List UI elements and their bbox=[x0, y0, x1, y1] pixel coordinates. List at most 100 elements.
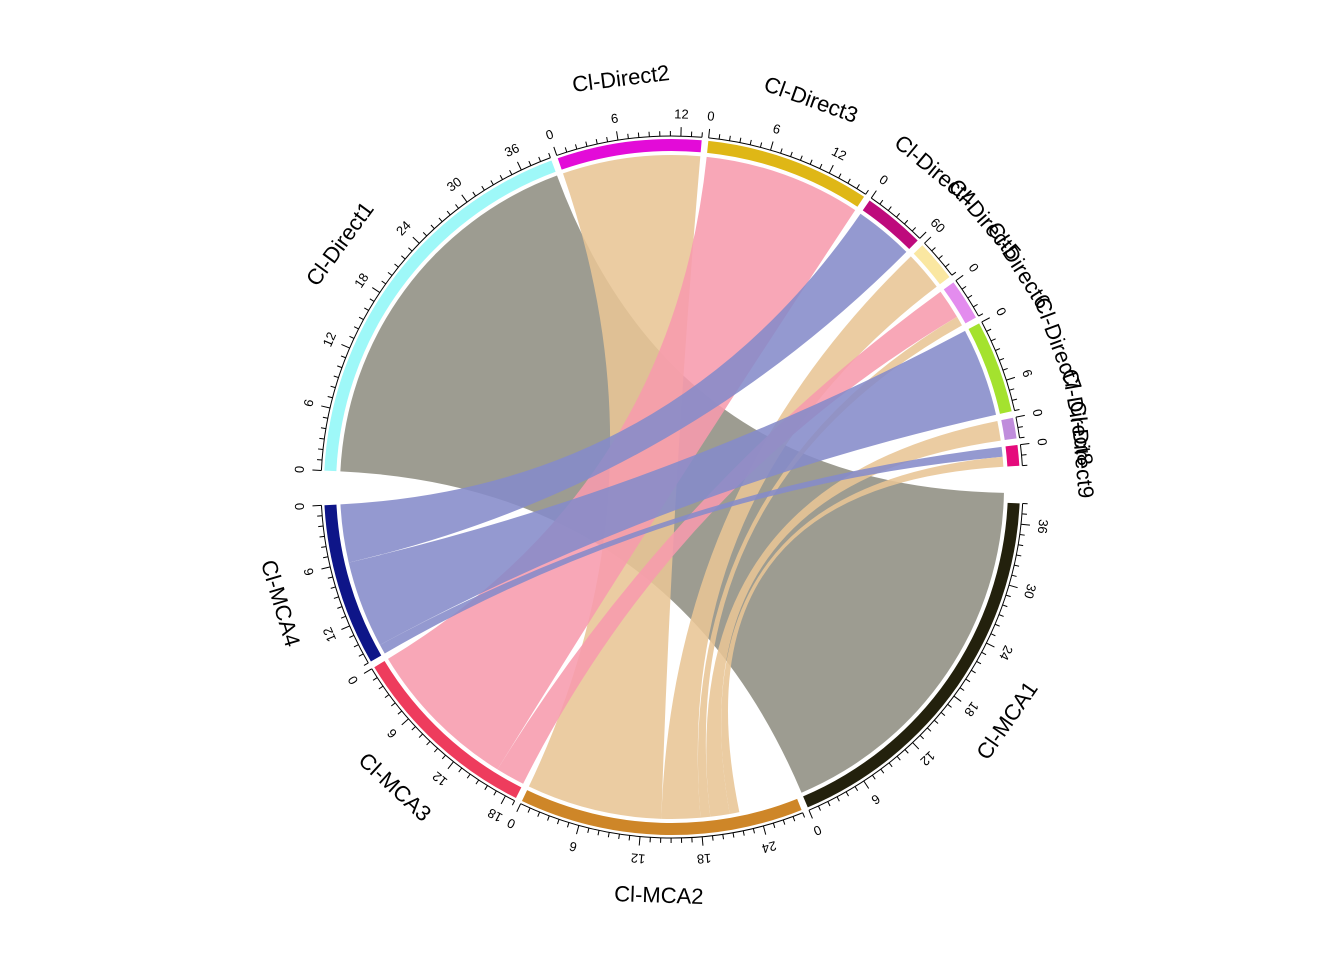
tick bbox=[358, 653, 364, 657]
tick bbox=[1019, 436, 1025, 439]
tick bbox=[1006, 376, 1016, 381]
tick bbox=[537, 811, 541, 817]
tick bbox=[1016, 554, 1022, 557]
tick bbox=[965, 678, 971, 683]
sector-cl-direct3 bbox=[707, 140, 865, 207]
tick-label: 18 bbox=[696, 851, 712, 867]
tick bbox=[391, 702, 396, 707]
tick bbox=[387, 271, 393, 276]
sector-label-cl-direct2: Cl-Direct2 bbox=[571, 60, 671, 97]
tick bbox=[516, 803, 522, 813]
tick bbox=[358, 316, 364, 321]
tick bbox=[319, 535, 325, 538]
tick bbox=[1018, 544, 1024, 547]
tick bbox=[548, 152, 551, 158]
tick bbox=[799, 155, 803, 161]
sector-cl-direct2 bbox=[557, 139, 702, 170]
tick bbox=[461, 194, 468, 203]
tick-label: 24 bbox=[393, 218, 414, 239]
tick bbox=[828, 164, 834, 174]
tick-label: 6 bbox=[300, 398, 316, 408]
tick-label: 6 bbox=[869, 791, 883, 808]
sector-cl-mca4 bbox=[324, 504, 382, 662]
sector-cl-direct1 bbox=[324, 160, 556, 472]
tick bbox=[854, 786, 859, 792]
tick bbox=[904, 219, 909, 225]
tick bbox=[1011, 574, 1017, 577]
tick bbox=[333, 596, 339, 599]
tick bbox=[566, 822, 570, 828]
tick bbox=[341, 344, 350, 349]
tick bbox=[616, 131, 619, 141]
tick bbox=[938, 255, 943, 260]
axis-cl-direct7 bbox=[981, 321, 1016, 411]
tick bbox=[986, 328, 992, 332]
tick bbox=[945, 263, 950, 268]
tick bbox=[792, 816, 796, 822]
tick bbox=[607, 832, 610, 838]
tick bbox=[947, 703, 952, 708]
tick bbox=[976, 660, 982, 665]
tick bbox=[880, 768, 885, 774]
tick bbox=[827, 801, 831, 807]
tick bbox=[318, 525, 324, 528]
tick bbox=[556, 819, 560, 825]
tick bbox=[772, 822, 776, 828]
ribbons bbox=[340, 155, 1004, 819]
tick bbox=[896, 212, 901, 218]
tick bbox=[408, 247, 413, 252]
ribbon-cl-direct6-to-cl-mca3 bbox=[497, 291, 957, 784]
tick bbox=[729, 135, 731, 141]
tick bbox=[438, 217, 443, 222]
tick bbox=[739, 137, 742, 143]
tick-label: 24 bbox=[760, 838, 778, 856]
tick bbox=[340, 355, 346, 359]
tick-label: 6 bbox=[610, 110, 619, 126]
tick bbox=[973, 303, 978, 308]
tick bbox=[597, 830, 600, 836]
tick bbox=[511, 800, 516, 806]
tick bbox=[321, 546, 327, 548]
tick bbox=[953, 695, 962, 702]
tick bbox=[998, 614, 1004, 617]
tick bbox=[819, 163, 823, 169]
tick bbox=[320, 427, 326, 430]
tick bbox=[845, 791, 850, 797]
tick bbox=[1014, 564, 1020, 567]
tick-label: 30 bbox=[444, 174, 465, 195]
tick bbox=[466, 773, 471, 779]
tick bbox=[628, 835, 631, 841]
tick bbox=[887, 206, 892, 211]
tick bbox=[412, 236, 420, 244]
tick-label: 0 bbox=[966, 260, 982, 275]
tick bbox=[1020, 523, 1031, 526]
axis-cl-direct3 bbox=[708, 137, 866, 195]
tick bbox=[538, 156, 542, 162]
tick bbox=[381, 280, 387, 285]
tick bbox=[931, 247, 936, 252]
tick bbox=[838, 173, 842, 179]
tick bbox=[879, 199, 884, 205]
tick bbox=[340, 615, 346, 619]
tick bbox=[722, 834, 725, 840]
tick bbox=[433, 748, 439, 753]
axis-cl-direct8 bbox=[1015, 417, 1021, 438]
tick bbox=[574, 144, 578, 150]
tick-label: 12 bbox=[320, 330, 340, 349]
tick bbox=[369, 298, 375, 302]
tick bbox=[527, 807, 531, 813]
tick bbox=[319, 437, 325, 440]
tick bbox=[349, 634, 355, 638]
axis-cl-mca1 bbox=[808, 503, 1024, 811]
tick bbox=[401, 718, 409, 726]
tick bbox=[986, 642, 995, 648]
tick bbox=[1012, 398, 1018, 401]
sector-cl-mca3 bbox=[374, 661, 522, 799]
sector-cl-mca2 bbox=[521, 790, 802, 836]
tick bbox=[547, 815, 550, 821]
tick-label: 6 bbox=[771, 121, 782, 137]
sector-cl-mca1 bbox=[803, 502, 1020, 808]
tick bbox=[321, 405, 331, 409]
tick bbox=[447, 761, 454, 770]
